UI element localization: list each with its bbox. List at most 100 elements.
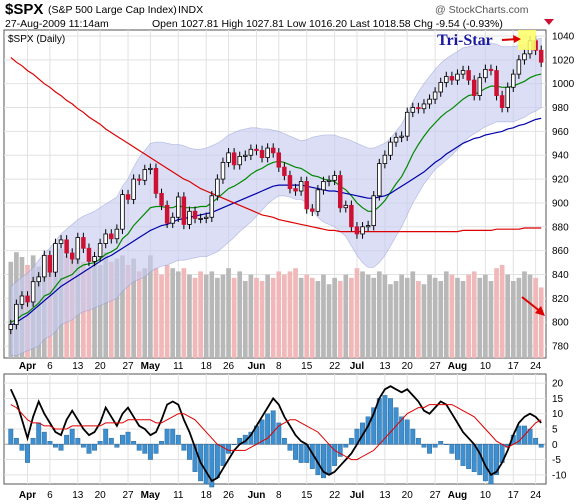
- volume-bar: [103, 252, 109, 358]
- osc-tick-label: 10: [552, 409, 564, 420]
- candle-body: [14, 303, 19, 326]
- candle-body: [471, 79, 477, 96]
- candle-body: [69, 252, 75, 260]
- histogram-bar: [438, 441, 444, 445]
- exchange-label: INDX: [178, 4, 203, 16]
- volume-bar: [449, 274, 455, 358]
- candle-body: [382, 154, 388, 164]
- price-date-label: Aug: [448, 361, 467, 372]
- volume-bar: [192, 277, 198, 358]
- histogram-bar: [460, 444, 466, 466]
- candle-body: [432, 91, 438, 100]
- volume-bar: [404, 277, 410, 358]
- histogram-bar: [371, 407, 377, 445]
- candle-body: [131, 178, 136, 200]
- price-tick-label: 940: [552, 151, 569, 162]
- histogram-bar: [64, 434, 70, 445]
- volume-bar: [365, 274, 371, 358]
- candle-body: [404, 111, 410, 137]
- histogram-bar: [80, 444, 86, 448]
- histogram-bar: [75, 437, 81, 445]
- osc-date-label: 20: [402, 490, 414, 501]
- price-date-label: Jul: [350, 361, 365, 372]
- histogram-bar: [293, 444, 298, 460]
- histogram-bar: [388, 398, 393, 445]
- volume-bar: [304, 274, 310, 358]
- candle-body: [64, 239, 69, 254]
- volume-bar: [371, 277, 377, 358]
- candle-body: [365, 225, 371, 228]
- volume-bar: [215, 277, 220, 358]
- volume-bar: [114, 258, 120, 358]
- volume-bar: [136, 271, 142, 358]
- volume-bar: [198, 271, 203, 358]
- histogram-bar: [466, 444, 472, 469]
- volume-bar: [153, 268, 159, 358]
- candle-body: [159, 193, 164, 206]
- volume-bar: [131, 258, 136, 358]
- histogram-bar: [192, 444, 198, 472]
- volume-bar: [416, 281, 421, 358]
- candle-body: [86, 247, 92, 262]
- candle-body: [136, 178, 142, 181]
- volume-bar: [237, 271, 243, 358]
- osc-date-label: 24: [530, 490, 542, 501]
- candle-body: [538, 49, 544, 63]
- histogram-bar: [25, 444, 30, 463]
- volume-bar: [203, 274, 209, 358]
- volume-bar: [382, 274, 388, 358]
- candle-body: [243, 154, 248, 157]
- price-tick-label: 780: [552, 342, 569, 353]
- price-date-label: 13: [379, 361, 391, 372]
- price-tick-label: 920: [552, 175, 569, 186]
- candle-body: [47, 255, 53, 273]
- histogram-bar: [321, 444, 326, 479]
- candle-body: [310, 208, 315, 212]
- histogram-bar: [432, 444, 438, 448]
- candlesticks: [8, 35, 544, 335]
- volume-bar: [466, 274, 471, 358]
- volume-bar: [538, 287, 544, 358]
- candle-body: [36, 276, 41, 283]
- price-date-label: 11: [173, 361, 184, 372]
- candle-body: [226, 152, 231, 163]
- histogram-bar: [92, 444, 97, 451]
- candle-body: [120, 194, 125, 230]
- candle-body: [276, 152, 282, 168]
- candle-body: [321, 181, 326, 191]
- candle-body: [488, 68, 494, 71]
- candle-body: [444, 76, 449, 83]
- candle-body: [455, 73, 460, 81]
- candle-body: [19, 295, 25, 305]
- histogram-bar: [533, 437, 539, 445]
- price-date-label: 26: [223, 361, 235, 372]
- volume-bar: [427, 274, 432, 358]
- volume-bar: [494, 268, 499, 358]
- histogram-bar: [153, 444, 159, 454]
- volume-bar: [522, 271, 527, 358]
- candle-body: [438, 82, 443, 93]
- histogram-bar: [209, 444, 215, 488]
- histogram-bar: [382, 395, 388, 445]
- volume-bar: [108, 261, 114, 358]
- osc-tick-label: 0: [552, 440, 558, 451]
- price-date-label: 27: [122, 361, 134, 372]
- volume-bar: [354, 268, 360, 358]
- candle-body: [81, 237, 86, 249]
- histogram-bar: [120, 434, 125, 445]
- volume-bar: [226, 268, 231, 358]
- volume-bar: [455, 277, 460, 358]
- candle-body: [388, 141, 393, 156]
- candle-body: [25, 295, 30, 303]
- candle-body: [265, 147, 270, 159]
- histogram-bar: [19, 444, 25, 451]
- volume-bar: [282, 274, 287, 358]
- candle-body: [477, 77, 483, 97]
- volume-bar: [505, 274, 511, 358]
- histogram-bar: [516, 425, 522, 445]
- histogram-bar: [159, 441, 164, 445]
- candle-body: [326, 179, 332, 182]
- osc-date-label: 18: [201, 490, 213, 501]
- osc-date-label: 10: [480, 490, 492, 501]
- candle-body: [148, 167, 153, 170]
